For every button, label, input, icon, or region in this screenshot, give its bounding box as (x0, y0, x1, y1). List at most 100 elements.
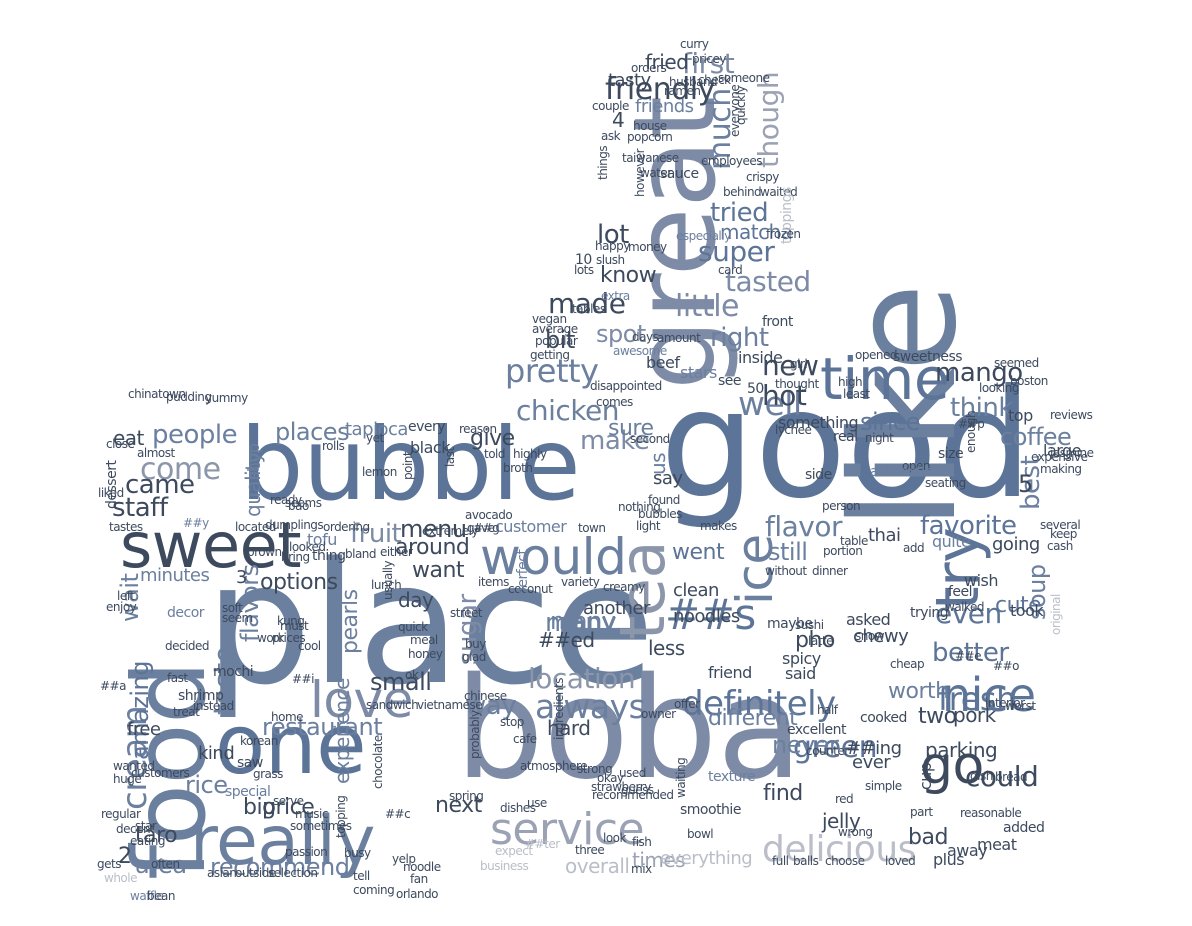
word-recommended-363: recommended (592, 788, 674, 802)
word-average-386: average (532, 322, 578, 336)
word-close-301: close (106, 437, 135, 451)
word-several-177: several (1040, 518, 1081, 532)
word-interior-236: interior (985, 696, 1025, 710)
word-chinese-270: chinese (464, 689, 507, 703)
word-friendly-33: friendly (605, 72, 715, 107)
word-creamy-342: creamy (603, 580, 645, 594)
word-never-98: never (772, 731, 839, 759)
word-often-313: often (151, 857, 180, 871)
word-amazing-67: amazing (126, 660, 154, 760)
word-many-76: many (545, 608, 617, 638)
word-last-358: last (443, 447, 457, 467)
word-popcorn-184: popcorn (627, 130, 673, 144)
word-keep-178: keep (1050, 527, 1077, 541)
word-menu-71: menu (400, 515, 467, 543)
word-red-231: red (835, 792, 854, 806)
word-home-285: home (271, 710, 304, 724)
word-said-125: said (785, 664, 816, 683)
word-usually-275: usually (381, 560, 395, 600)
word-person-217: person (822, 499, 861, 513)
word-hot-60: hot (762, 379, 807, 412)
word-gave-357: gave (467, 521, 495, 535)
word-coconut-266: coconut (508, 582, 553, 596)
word-portion-219: portion (823, 544, 863, 558)
word-extra-196: extra (601, 289, 630, 303)
word-g-328: ##g (473, 521, 500, 535)
word-okay-258: okay (597, 771, 624, 785)
word-black-147: black (410, 438, 450, 457)
word-half-228: half (817, 703, 838, 717)
word-original-397: original (1049, 594, 1063, 635)
word-places-65: places (275, 418, 350, 446)
word-passion-368: passion (285, 845, 328, 859)
word-two-96: two (918, 704, 957, 729)
word-front-166: front (762, 314, 793, 330)
word-either-355: either (380, 545, 413, 559)
word-table-218: table (840, 534, 868, 548)
word-stars-167: stars (680, 363, 717, 382)
word-house-183: house (633, 119, 667, 133)
word-whole-314: whole (104, 871, 137, 885)
word-light-339: light (636, 519, 661, 533)
word-card-381: card (718, 263, 743, 277)
word-real-206: real (833, 429, 858, 445)
word-days-384: days (632, 330, 659, 344)
word-go-16: go (920, 736, 984, 796)
word-tables-197: tables (572, 302, 606, 316)
word-cute-56: cute (995, 593, 1042, 618)
word-size-173: size (938, 446, 964, 462)
word-husband-371: husband (669, 75, 718, 89)
word-worst-237: worst (1005, 699, 1036, 713)
word-fruit-80: fruit (350, 519, 402, 549)
word-brown-287: brown (247, 545, 282, 559)
word-seem-319: seem (222, 611, 253, 625)
word-e-324: ##e (955, 649, 982, 663)
word-cooked-142: cooked (860, 710, 907, 726)
word-kind-91: kind (198, 743, 235, 764)
word-noodle-248: noodle (403, 860, 441, 874)
word-see-208: see (718, 373, 742, 389)
word-tastes-303: tastes (109, 520, 143, 534)
word-things-186: things (596, 145, 610, 180)
word-added-165: added (1003, 820, 1045, 836)
word-a-321: ##a (100, 679, 126, 693)
word-coffee-47: coffee (1000, 423, 1072, 451)
word-enjoy-304: enjoy (106, 600, 137, 614)
word-instead-316: instead (193, 699, 234, 713)
word-nothing-338: nothing (618, 500, 661, 514)
word-sandwich-276: sandwich (366, 698, 419, 712)
word-bring-290: bring (281, 550, 310, 564)
word-tasty-118: tasty (608, 70, 651, 91)
word-pork-97: pork (953, 703, 996, 727)
word-inside-123: inside (738, 348, 783, 367)
word-thai-129: thai (868, 525, 901, 546)
word-orders-181: orders (631, 61, 667, 75)
word-p-327: ##p (958, 417, 985, 431)
word-around-72: around (395, 535, 470, 560)
word-day-74: day (398, 588, 434, 612)
word-bowl-251: bowl (687, 827, 714, 841)
word-different-95: different (708, 706, 798, 731)
word-lemon-361: lemon (362, 465, 397, 479)
word-good-0: good (660, 358, 1032, 532)
word-reason-202: reason (459, 422, 497, 436)
word-sweet-9: sweet (120, 509, 302, 582)
word-business-392: business (480, 859, 529, 873)
word-chewy-136: chewy (853, 626, 909, 647)
word-amount-383: amount (657, 331, 701, 345)
word-first-32: first (682, 47, 735, 80)
word-quite-131: quite (932, 532, 971, 551)
word-experience-94: experience (330, 678, 354, 784)
word-better-54: better (932, 638, 1009, 668)
word-least-172: least (843, 387, 870, 401)
word-tofu-148: tofu (307, 530, 337, 549)
word-large-134: large (1043, 441, 1082, 460)
word-extremely-356: extremely (422, 524, 479, 538)
word-favorite-46: favorite (920, 511, 1017, 541)
word-texture-159: texture (708, 769, 756, 785)
word-10-193: 10 (575, 252, 592, 268)
word-someone-372: someone (718, 71, 770, 85)
word-ter-394: ##ter (525, 837, 560, 851)
word-atmosphere-362: atmosphere (520, 759, 588, 773)
word-smoothie-157: smoothie (680, 802, 741, 818)
